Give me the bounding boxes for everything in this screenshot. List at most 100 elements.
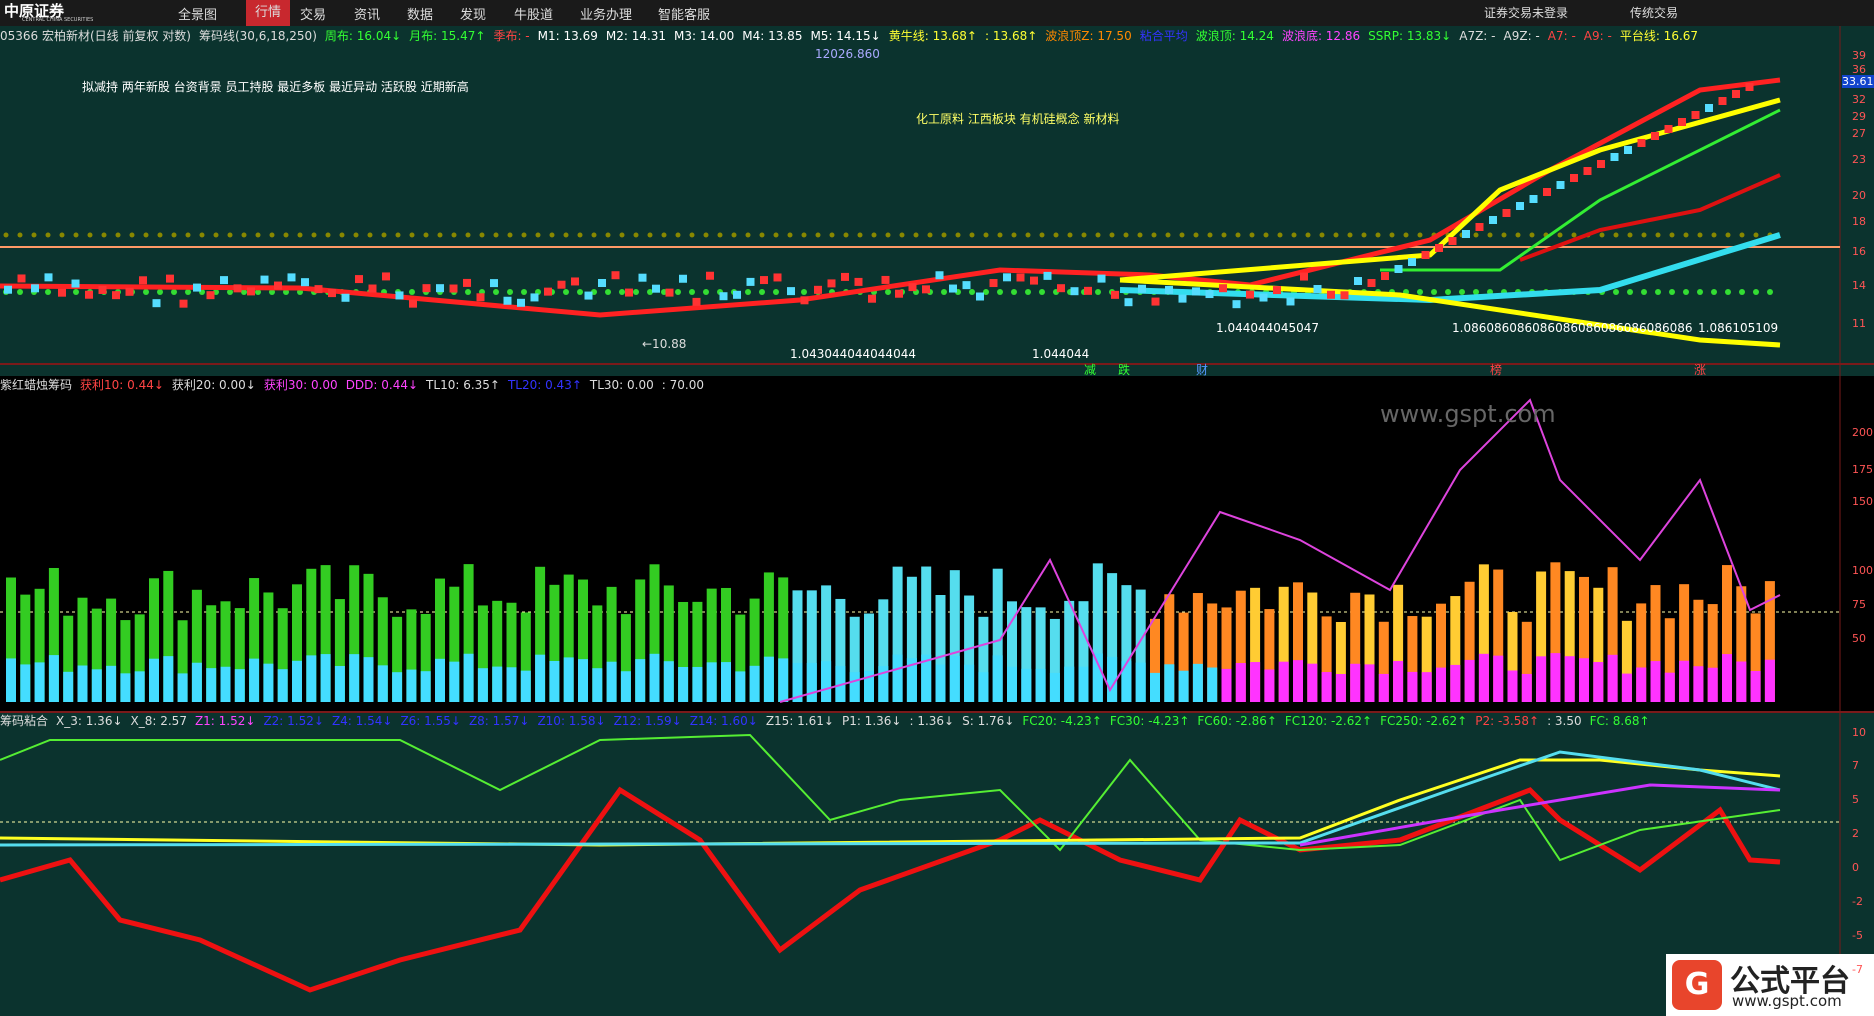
decor	[320, 565, 331, 702]
header-item: 筹码粘合	[0, 714, 49, 728]
decor	[1501, 232, 1507, 238]
menu-item[interactable]: 业务办理	[580, 8, 633, 23]
decor	[1550, 653, 1561, 702]
decor	[1669, 289, 1675, 295]
decor	[1300, 272, 1308, 281]
decor	[6, 658, 16, 702]
header-item: Z14: 1.60↓	[689, 714, 758, 728]
header-item: 粘合平均	[1139, 29, 1188, 43]
decor	[1473, 232, 1479, 238]
decor	[143, 232, 149, 238]
decor	[885, 232, 891, 238]
decor	[87, 232, 93, 238]
decor	[48, 567, 59, 702]
decor	[678, 601, 689, 702]
decor	[773, 273, 782, 282]
decor	[1613, 289, 1619, 295]
decor	[1636, 603, 1647, 702]
menu-item[interactable]: 证券交易未登录	[1484, 6, 1569, 20]
decor	[1436, 603, 1446, 702]
decor	[1579, 658, 1589, 702]
decor	[1293, 660, 1303, 702]
menu-item[interactable]: 智能客服	[658, 8, 711, 23]
decor	[3, 232, 9, 238]
decor	[44, 273, 53, 282]
decor	[1293, 582, 1303, 702]
menu-item[interactable]: 传统交易	[1630, 6, 1679, 20]
decor	[125, 287, 134, 296]
decor	[506, 602, 517, 702]
decor	[1278, 661, 1289, 702]
decor	[692, 297, 701, 306]
decor	[571, 277, 579, 286]
decor	[334, 599, 345, 702]
decor	[1030, 276, 1038, 285]
decor	[91, 608, 102, 702]
badge-url: www.gspt.com	[1732, 992, 1842, 1010]
decor	[721, 662, 731, 702]
decor	[1007, 666, 1017, 702]
decor	[661, 232, 667, 238]
decor	[992, 568, 1003, 702]
decor	[17, 289, 23, 295]
decor	[435, 578, 445, 702]
decor	[1431, 289, 1437, 295]
top-panel-bg	[0, 26, 1874, 364]
decor	[163, 570, 174, 702]
decor	[1550, 562, 1561, 702]
decor	[619, 232, 625, 238]
decor	[854, 277, 863, 286]
decor	[260, 275, 269, 284]
decor	[1725, 289, 1731, 295]
decor	[1364, 664, 1375, 702]
decor	[1655, 232, 1661, 238]
decor	[409, 232, 415, 238]
decor	[1232, 300, 1241, 309]
header-item: Z15: 1.61↓	[765, 714, 834, 728]
decor	[1321, 672, 1332, 702]
menu-item[interactable]: 全景图	[178, 8, 218, 23]
decor	[978, 672, 989, 702]
decor	[1515, 232, 1521, 238]
decor	[949, 655, 960, 702]
decor	[1137, 232, 1143, 238]
decor	[1053, 232, 1059, 238]
decor	[297, 232, 303, 238]
menu-item[interactable]: 资讯	[354, 8, 381, 23]
decor	[745, 289, 751, 295]
decor	[1753, 232, 1759, 238]
decor	[849, 672, 860, 702]
header-item: 获利10: 0.44↓	[80, 378, 164, 392]
decor	[530, 293, 539, 302]
decor	[59, 232, 65, 238]
decor	[73, 232, 79, 238]
decor	[598, 279, 606, 288]
decor	[620, 614, 631, 702]
decor	[563, 289, 569, 295]
decor	[1109, 232, 1115, 238]
decor	[1164, 664, 1175, 702]
decor	[1436, 667, 1446, 702]
decor	[779, 398, 1781, 703]
decor	[1736, 661, 1747, 702]
menu-item[interactable]: 牛股道	[514, 8, 554, 23]
decor	[1579, 576, 1589, 702]
decor	[58, 288, 66, 297]
decor	[1003, 273, 1011, 282]
decor	[1393, 660, 1404, 702]
decor	[1462, 230, 1470, 238]
decor	[1683, 289, 1689, 295]
decor	[1736, 586, 1747, 702]
panel-header: 紫红蜡烛筹码 获利10: 0.44↓ 获利20: 0.00↓ 获利30: 0.00 DD…	[0, 376, 1840, 394]
annotation: 1.044044	[1032, 347, 1090, 361]
axis-label: 150	[1852, 495, 1873, 508]
decor	[1529, 232, 1535, 238]
menu-item[interactable]: 行情	[246, 0, 291, 26]
menu-item[interactable]: 发现	[460, 8, 487, 23]
decor	[1521, 673, 1532, 702]
header-item: FC: 8.68↑	[1589, 714, 1650, 728]
menu-item[interactable]: 交易	[300, 8, 327, 23]
menu-item[interactable]: 数据	[407, 8, 434, 23]
decor	[463, 278, 471, 287]
decor	[605, 232, 611, 238]
